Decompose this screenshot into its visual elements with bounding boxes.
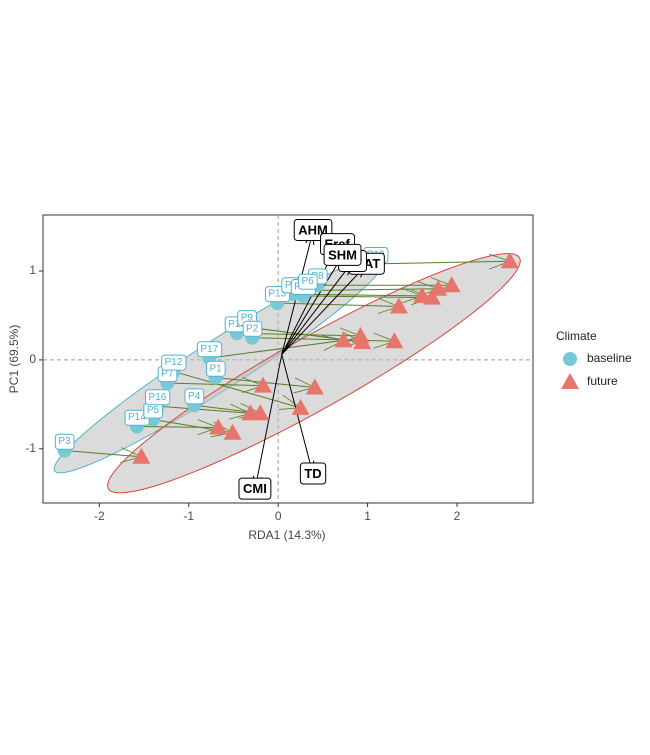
- vector-label-box: [238, 477, 272, 500]
- y-axis-label: PC1 (69.5%): [7, 325, 21, 394]
- future-point: [442, 276, 461, 293]
- vector-label: TD: [299, 462, 327, 485]
- y-tick-label: 0: [29, 352, 36, 366]
- point-label: P6: [298, 273, 318, 290]
- future-point: [389, 297, 408, 314]
- future-point: [422, 288, 441, 305]
- vector-label-text: SHM: [328, 247, 357, 262]
- future-point: [223, 423, 242, 440]
- vector-label-box: [299, 462, 327, 485]
- point-label: P2: [242, 320, 263, 337]
- point-label-text: P4: [188, 391, 201, 402]
- point-label-box: [205, 360, 226, 377]
- point-label-text: P6: [302, 276, 315, 287]
- x-tick-label: -2: [94, 509, 105, 523]
- future-point: [291, 398, 310, 415]
- point-label-box: [196, 341, 223, 358]
- shift-line: [303, 295, 432, 299]
- vector-label-text: TD: [304, 466, 321, 481]
- shift-line: [64, 450, 142, 458]
- future-point: [353, 333, 372, 350]
- future-point: [385, 332, 404, 349]
- future-point: [253, 376, 272, 393]
- x-tick-label: -1: [183, 509, 194, 523]
- point-label-box: [161, 354, 187, 371]
- point-label-text: P14: [128, 412, 146, 423]
- shift-line: [173, 370, 301, 409]
- point-label-box: [54, 433, 75, 450]
- shift-line: [157, 405, 251, 414]
- legend-label: baseline: [587, 351, 632, 365]
- legend-key: [561, 373, 579, 389]
- legend-title: Climate: [556, 329, 597, 343]
- point-label-text: P17: [200, 344, 218, 355]
- shift-line: [136, 426, 219, 428]
- point-label-text: P2: [246, 323, 259, 334]
- future-point: [132, 447, 151, 464]
- x-tick-label: 1: [364, 509, 371, 523]
- point-label-text: P16: [149, 392, 167, 403]
- y-tick-label: -1: [25, 441, 36, 455]
- x-tick-label: 2: [454, 509, 461, 523]
- point-label-box: [184, 388, 205, 405]
- future-point: [251, 404, 270, 421]
- vector-group: [252, 230, 368, 490]
- future-point: [500, 252, 519, 269]
- shift-line: [252, 337, 395, 342]
- point-label-text: P9: [241, 313, 254, 324]
- legend-key: [563, 352, 577, 366]
- point-label-text: P18: [228, 319, 246, 330]
- vector-label-text: CMI: [243, 481, 267, 496]
- x-tick-label: 0: [275, 509, 282, 523]
- point-label-text: P12: [165, 357, 183, 368]
- future-point: [209, 418, 228, 435]
- point-label-box: [242, 320, 263, 337]
- point-label: P1: [205, 360, 226, 377]
- future-point: [305, 378, 324, 395]
- point-label-box: [145, 389, 171, 406]
- point-label: P12: [161, 354, 187, 371]
- vector-label-text: AHM: [298, 222, 328, 237]
- shift-line: [209, 339, 344, 359]
- vector-arrow: [281, 255, 343, 355]
- legend-label: future: [587, 374, 618, 388]
- vector-arrow: [281, 261, 353, 355]
- vector-arrow: [281, 264, 368, 355]
- point-label-box: [298, 273, 318, 290]
- point-label-text: P7: [161, 369, 174, 380]
- point-label-text: P8: [311, 271, 324, 282]
- point-label-text: P13: [268, 289, 286, 300]
- shift-line: [307, 288, 439, 292]
- vector-label: SHM: [323, 243, 362, 266]
- future-point: [334, 331, 353, 348]
- y-tick-label: 1: [29, 263, 36, 277]
- point-label: P4: [184, 388, 205, 405]
- x-axis-label: RDA1 (14.3%): [248, 528, 325, 542]
- point-label-text: P5: [147, 405, 160, 416]
- point-label-text: P1: [209, 363, 222, 374]
- shift-line: [277, 302, 399, 308]
- shift-line: [375, 260, 510, 265]
- point-label: P3: [54, 433, 75, 450]
- point-label: P5: [143, 402, 164, 419]
- point-label: P17: [196, 341, 223, 358]
- vector-arrow: [254, 354, 283, 490]
- vector-label-box: [323, 243, 362, 266]
- point-label: P16: [145, 389, 171, 406]
- vector-label: CMI: [238, 477, 272, 500]
- future-point: [429, 279, 448, 296]
- point-label-text: P3: [58, 436, 71, 447]
